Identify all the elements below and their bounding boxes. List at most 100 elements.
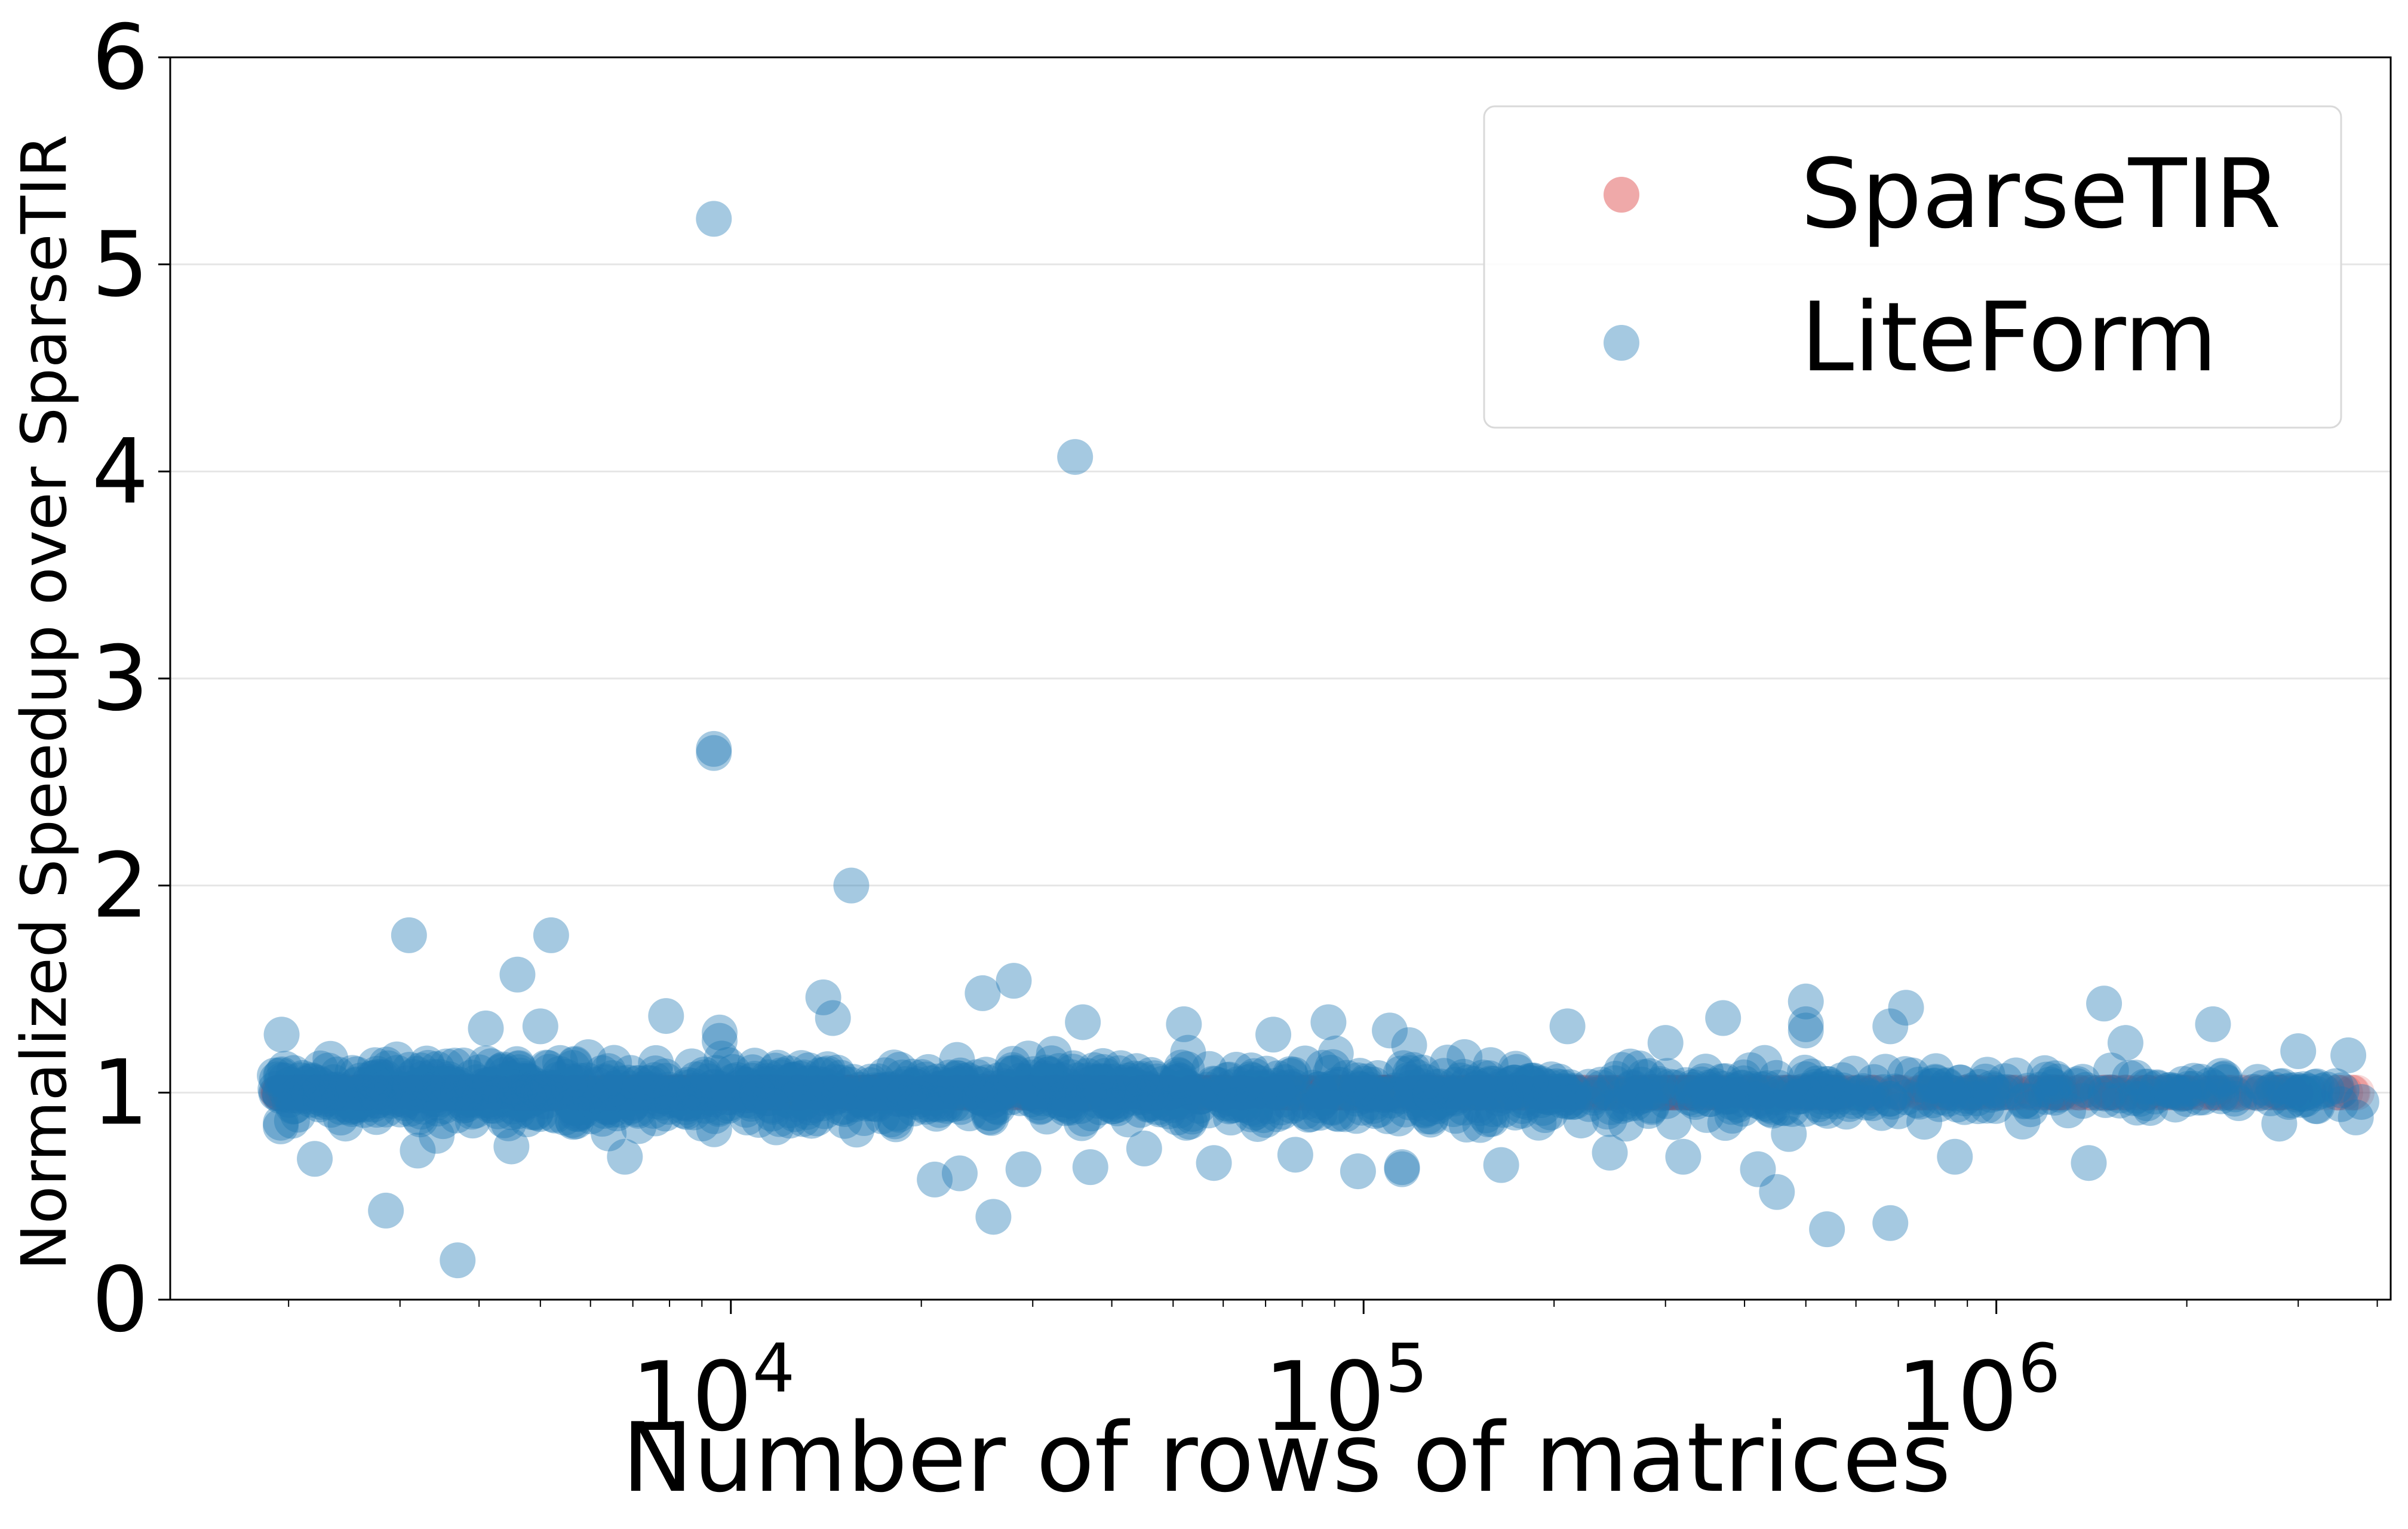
- sparsetir-point: [599, 1074, 635, 1111]
- sparsetir-point: [969, 1074, 1006, 1111]
- sparsetir-point: [909, 1074, 945, 1111]
- sparsetir-point: [936, 1074, 973, 1111]
- sparsetir-point: [266, 1074, 303, 1111]
- sparsetir-point: [1495, 1074, 1531, 1111]
- sparsetir-point: [986, 1074, 1022, 1111]
- sparsetir-point: [1408, 1074, 1445, 1111]
- sparsetir-point: [1120, 1074, 1157, 1111]
- sparsetir-point: [592, 1074, 628, 1111]
- sparsetir-point: [756, 1074, 793, 1111]
- sparsetir-point: [877, 1074, 913, 1111]
- sparsetir-point: [757, 1074, 794, 1111]
- sparsetir-point: [631, 1074, 667, 1111]
- sparsetir-point: [592, 1074, 629, 1111]
- sparsetir-point: [2173, 1074, 2209, 1111]
- sparsetir-point: [589, 1074, 626, 1111]
- liteform-point: [1675, 1069, 1711, 1106]
- sparsetir-point: [1350, 1074, 1386, 1111]
- liteform-point: [1705, 1000, 1742, 1036]
- x-tick-exponent: 6: [2018, 1330, 2060, 1408]
- liteform-point: [1141, 1091, 1178, 1128]
- sparsetir-point: [695, 1074, 732, 1111]
- sparsetir-point: [1220, 1074, 1257, 1111]
- sparsetir-point: [927, 1074, 963, 1111]
- sparsetir-point: [1949, 1074, 1985, 1111]
- sparsetir-point: [463, 1074, 499, 1111]
- sparsetir-point: [1500, 1074, 1537, 1111]
- liteform-point: [494, 1088, 531, 1125]
- sparsetir-point: [705, 1074, 741, 1111]
- sparsetir-point: [643, 1074, 680, 1111]
- sparsetir-point: [527, 1074, 564, 1111]
- sparsetir-point: [1854, 1074, 1890, 1111]
- sparsetir-point: [2042, 1074, 2079, 1111]
- sparsetir-point: [2129, 1074, 2166, 1111]
- sparsetir-point: [632, 1074, 668, 1111]
- sparsetir-point: [1506, 1074, 1542, 1111]
- liteform-point: [1230, 1064, 1266, 1101]
- sparsetir-point: [1367, 1074, 1403, 1111]
- liteform-point: [1304, 1049, 1341, 1086]
- sparsetir-point: [852, 1074, 888, 1111]
- sparsetir-point: [1297, 1074, 1333, 1111]
- sparsetir-point: [1336, 1074, 1372, 1111]
- sparsetir-point: [351, 1074, 387, 1111]
- sparsetir-point: [450, 1074, 486, 1111]
- sparsetir-point: [795, 1074, 831, 1111]
- sparsetir-point: [438, 1074, 474, 1111]
- liteform-point: [379, 1041, 415, 1077]
- sparsetir-point: [278, 1074, 315, 1111]
- liteform-point: [557, 1086, 594, 1122]
- y-tick-label: 4: [92, 420, 149, 524]
- sparsetir-point: [1209, 1074, 1245, 1111]
- sparsetir-point: [1584, 1074, 1620, 1111]
- sparsetir-point: [365, 1074, 401, 1111]
- sparsetir-point: [340, 1074, 376, 1111]
- sparsetir-point: [540, 1074, 576, 1111]
- liteform-point: [908, 1089, 944, 1125]
- sparsetir-point: [742, 1074, 778, 1111]
- sparsetir-point: [1091, 1074, 1128, 1111]
- liteform-point: [1845, 1073, 1882, 1109]
- liteform-point: [696, 201, 732, 237]
- sparsetir-point: [1132, 1074, 1169, 1111]
- sparsetir-point: [285, 1074, 322, 1111]
- sparsetir-point: [1086, 1074, 1122, 1111]
- sparsetir-point: [1372, 1074, 1408, 1111]
- sparsetir-point: [1351, 1074, 1387, 1111]
- sparsetir-point: [855, 1074, 891, 1111]
- sparsetir-point: [291, 1074, 327, 1111]
- sparsetir-point: [289, 1074, 325, 1111]
- sparsetir-point: [1014, 1074, 1051, 1111]
- liteform-point: [263, 1057, 299, 1094]
- sparsetir-point: [1697, 1074, 1733, 1111]
- sparsetir-point: [1318, 1074, 1354, 1111]
- sparsetir-point: [315, 1074, 352, 1111]
- sparsetir-point: [976, 1074, 1013, 1111]
- sparsetir-point: [640, 1074, 676, 1111]
- sparsetir-point: [726, 1074, 762, 1111]
- sparsetir-point: [1465, 1074, 1501, 1111]
- sparsetir-point: [1458, 1074, 1494, 1111]
- sparsetir-point: [743, 1074, 779, 1111]
- sparsetir-point: [717, 1074, 754, 1111]
- sparsetir-point: [1993, 1074, 2029, 1111]
- sparsetir-point: [732, 1074, 769, 1111]
- liteform-point: [1005, 1151, 1042, 1187]
- sparsetir-point: [325, 1074, 361, 1111]
- liteform-point: [440, 1069, 477, 1106]
- sparsetir-point: [1634, 1074, 1670, 1111]
- liteform-point: [871, 1071, 907, 1108]
- sparsetir-point: [437, 1074, 473, 1111]
- sparsetir-point: [1036, 1074, 1073, 1111]
- sparsetir-point: [1205, 1074, 1241, 1111]
- sparsetir-point: [667, 1074, 704, 1111]
- sparsetir-point: [391, 1074, 427, 1111]
- sparsetir-point: [1350, 1074, 1386, 1111]
- liteform-point: [970, 1095, 1007, 1131]
- sparsetir-point: [637, 1074, 674, 1111]
- sparsetir-point: [2277, 1074, 2314, 1111]
- sparsetir-point: [592, 1074, 629, 1111]
- sparsetir-point: [423, 1074, 459, 1111]
- sparsetir-point: [387, 1074, 423, 1111]
